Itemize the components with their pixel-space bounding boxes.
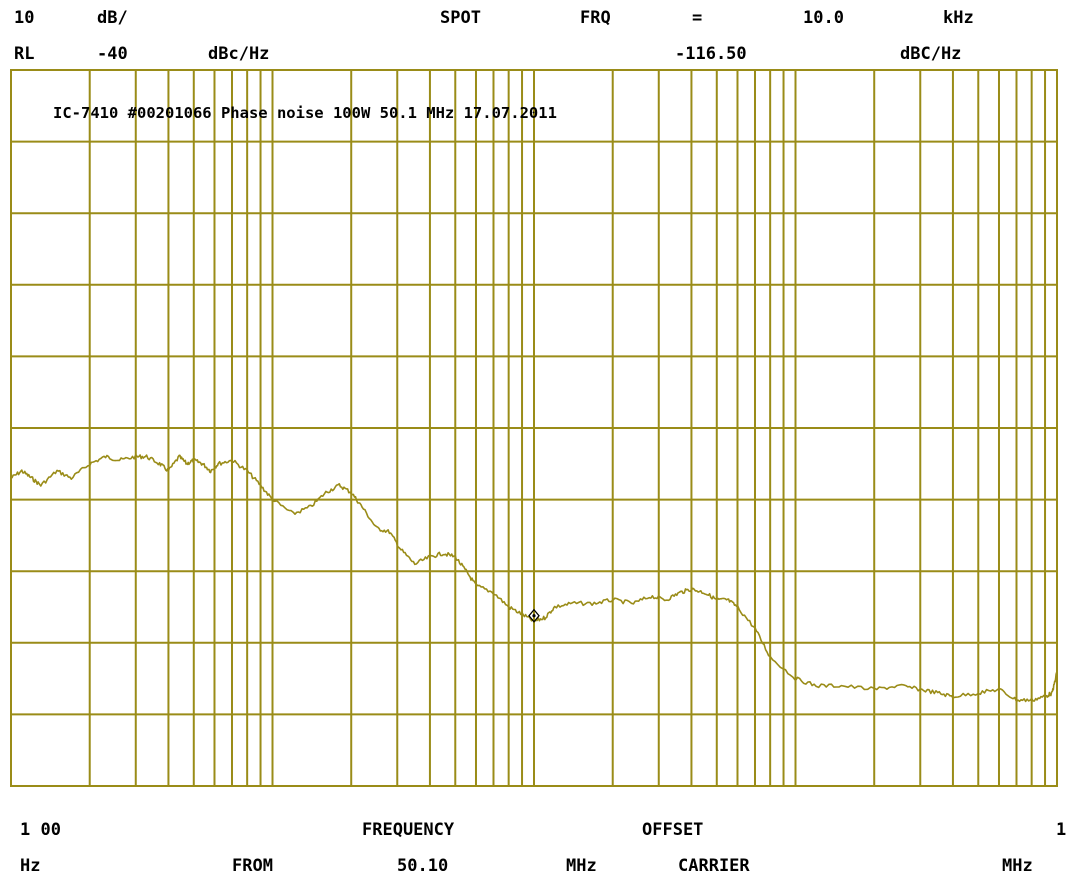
start-frequency: 1 00 (20, 820, 61, 840)
marker-diamond (528, 608, 540, 623)
carrier-frequency: 50.10 (397, 856, 449, 876)
grid-vertical (88, 70, 1047, 786)
equals-sign: = (692, 8, 703, 28)
start-unit: Hz (20, 856, 41, 876)
trace-line (10, 453, 1058, 703)
marker-icon (528, 608, 540, 623)
rl-value: -40 (97, 44, 128, 64)
frq-unit: kHz (943, 8, 974, 28)
from-label: FROM (232, 856, 273, 876)
marker-unit: dBC/Hz (900, 44, 962, 64)
mode-label: SPOT (440, 8, 481, 28)
scale-value: 10 (14, 8, 35, 28)
stop-unit: MHz (1002, 856, 1033, 876)
carrier-label: CARRIER (678, 856, 750, 876)
plot-frame (10, 69, 1058, 787)
chart-title: IC-7410 #00201066 Phase noise 100W 50.1 … (53, 104, 557, 122)
marker-value: -116.50 (675, 44, 747, 64)
stop-frequency: 1 (1056, 820, 1067, 840)
carrier-unit: MHz (566, 856, 597, 876)
axis-title-offset: OFFSET (642, 820, 704, 840)
axis-title-frequency: FREQUENCY (362, 820, 455, 840)
rl-unit: dBc/Hz (208, 44, 270, 64)
frq-label: FRQ (580, 8, 611, 28)
rl-label: RL (14, 44, 35, 64)
frq-value: 10.0 (803, 8, 844, 28)
scale-unit: dB/ (97, 8, 128, 28)
marker-dot (532, 614, 536, 618)
